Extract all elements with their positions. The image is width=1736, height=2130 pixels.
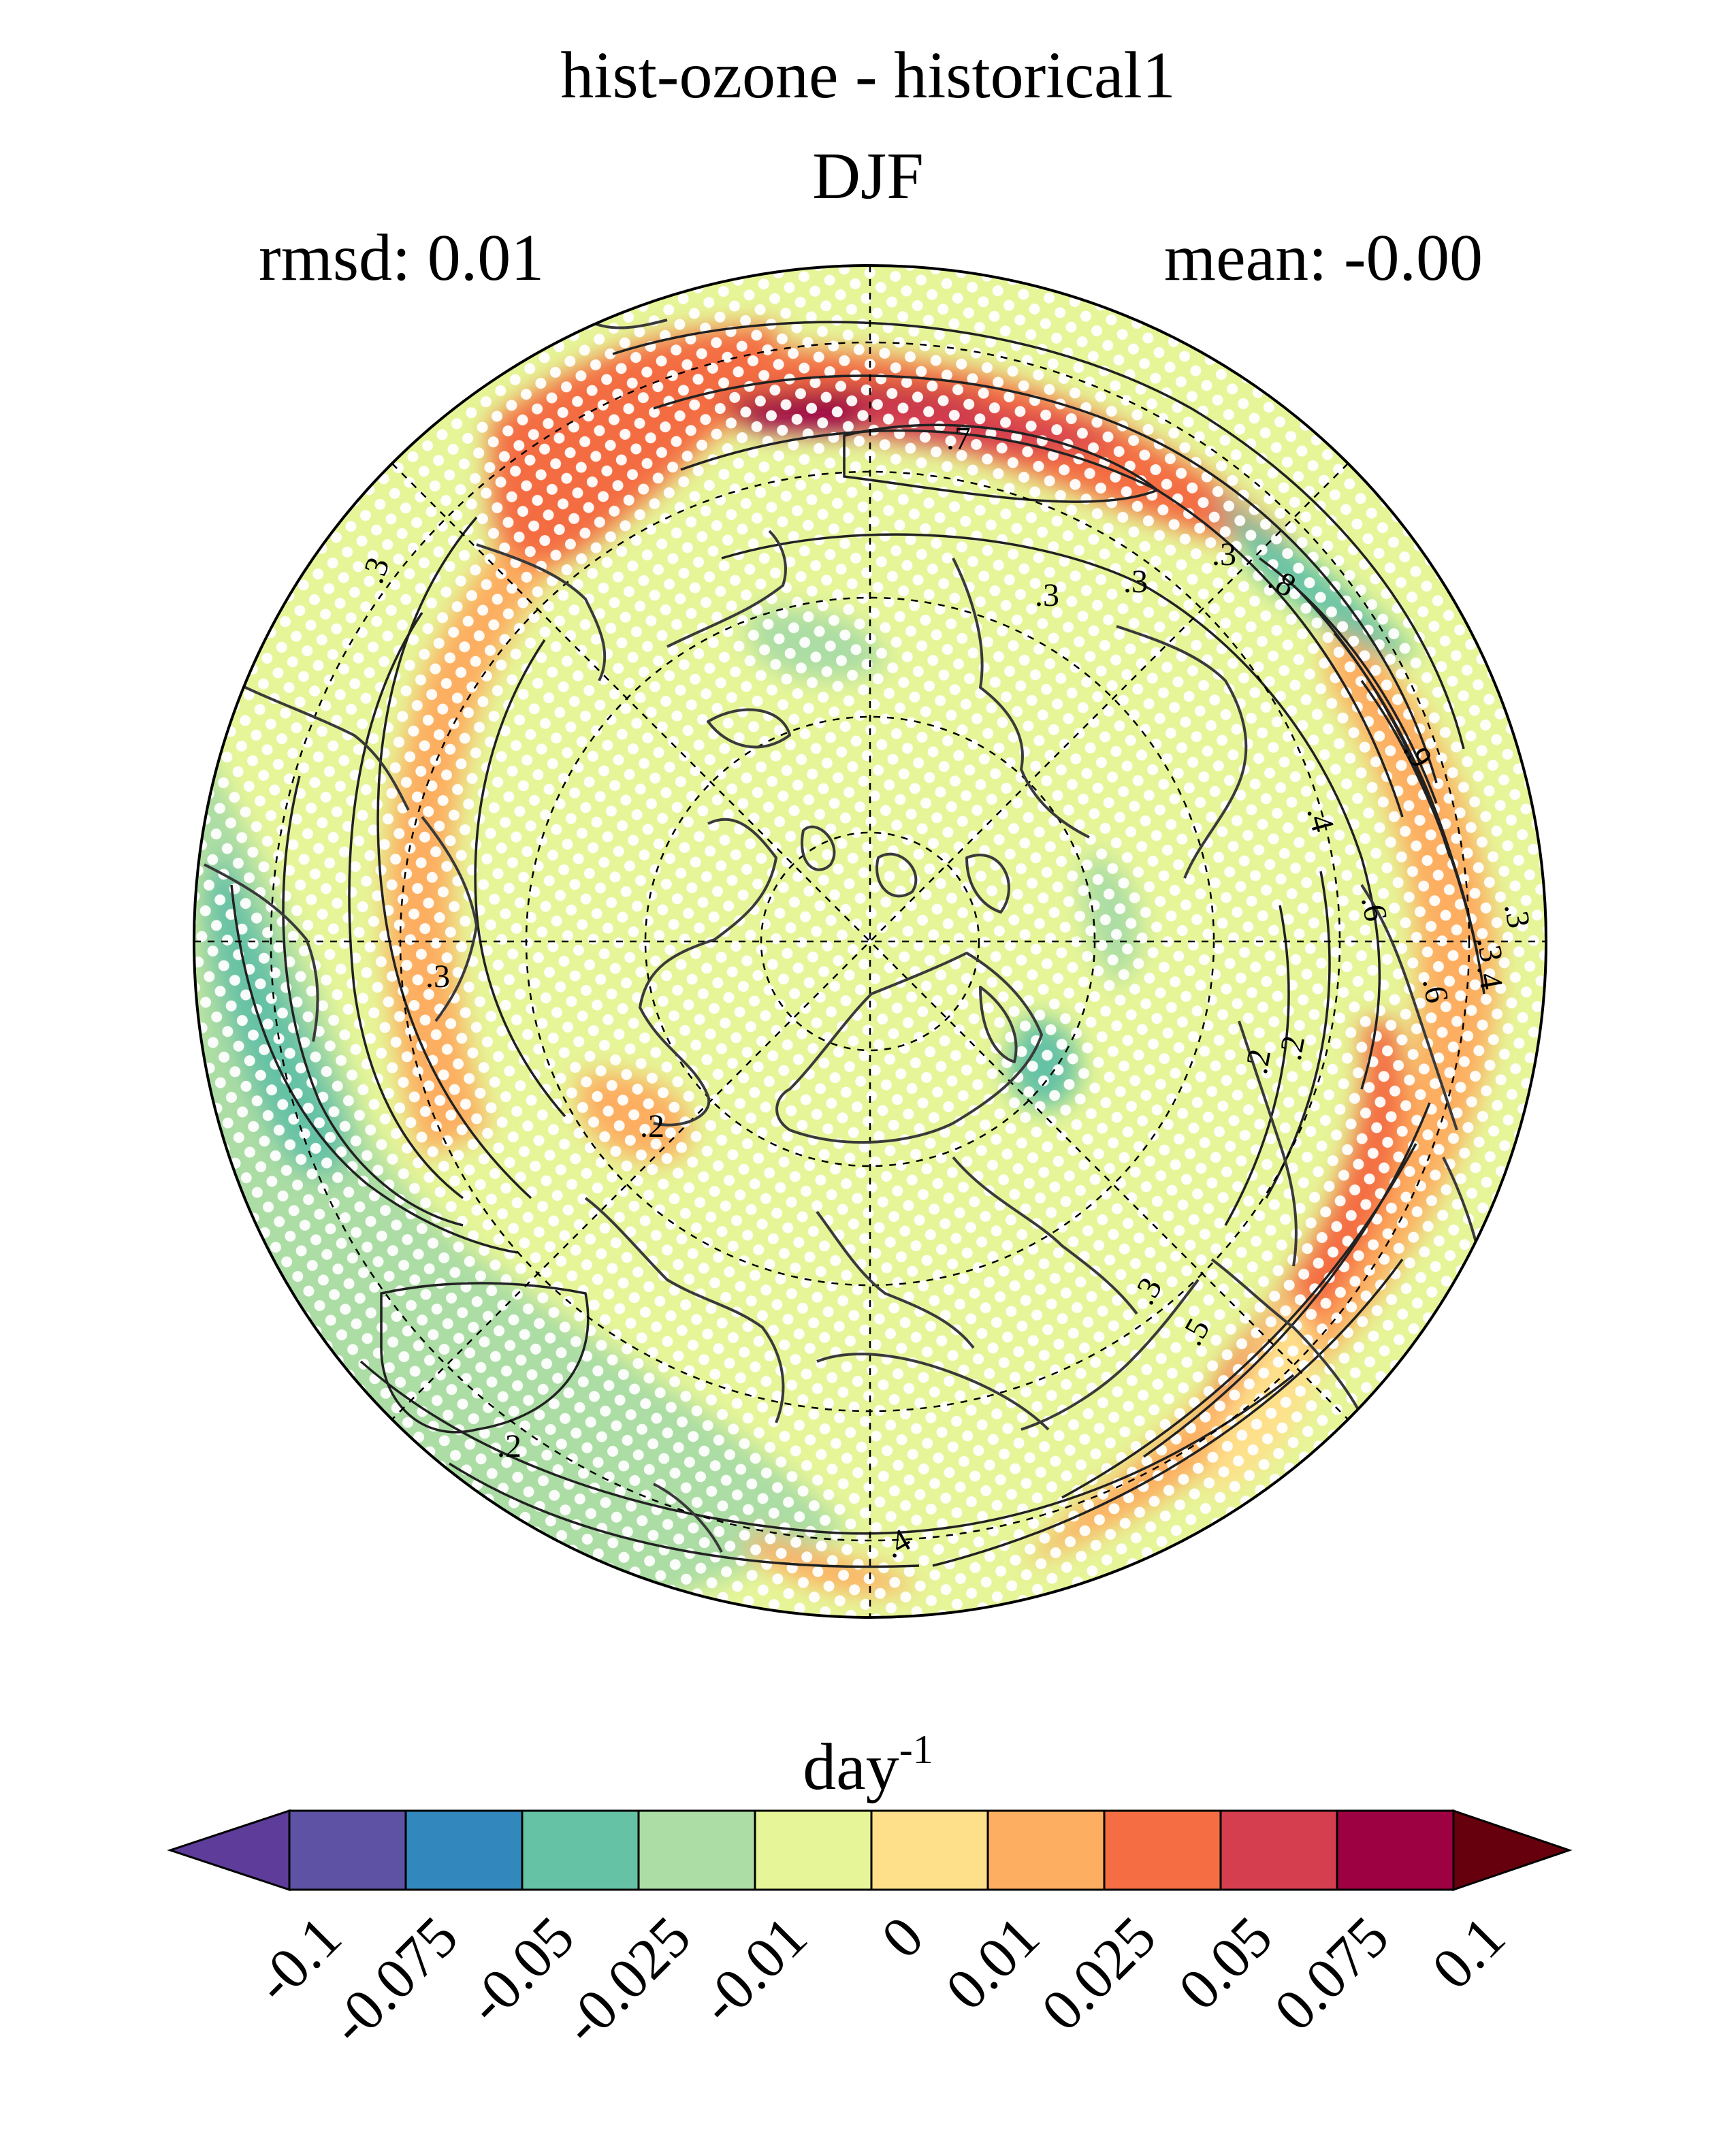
- colorbar-tick-label: 0.025: [1029, 1903, 1168, 2044]
- contour-label: .3: [425, 958, 450, 995]
- colorbar-tick-label: -0.025: [549, 1903, 703, 2057]
- units-exponent: -1: [899, 1727, 933, 1772]
- colorbar-swatch: [870, 1809, 989, 1891]
- map-field: .3 .3 .7 .3 .3 .8 .9 .4 .6 .3 .3 .4 .6 .…: [194, 265, 1546, 1617]
- colorbar-tick-label: 0.05: [1166, 1903, 1285, 2022]
- contour-label: .2: [640, 1108, 664, 1144]
- colorbar-tick-label: 0.1: [1419, 1903, 1517, 2002]
- colorbar-tick-label: 0.075: [1261, 1903, 1401, 2044]
- colorbar-swatch: [1219, 1809, 1338, 1891]
- graticule: [194, 265, 1546, 1617]
- colorbar-tick-label: -0.01: [686, 1903, 820, 2037]
- colorbar-tick-label: 0.01: [933, 1903, 1052, 2022]
- map-boundary: [193, 264, 1547, 1619]
- units-base: day: [803, 1730, 899, 1804]
- colorbar-swatch: [986, 1809, 1106, 1891]
- colorbar-swatch: [1103, 1809, 1222, 1891]
- rmsd-label: rmsd: 0.01: [259, 221, 545, 295]
- polar-map: .3 .3 .7 .3 .3 .8 .9 .4 .6 .3 .3 .4 .6 .…: [193, 264, 1547, 1619]
- mean-label: mean: -0.00: [1163, 221, 1483, 295]
- colorbar-swatch: [1336, 1809, 1455, 1891]
- contour-lines: [230, 321, 1485, 1568]
- title-season: DJF: [812, 140, 924, 213]
- contour-label: .3: [1212, 536, 1236, 572]
- contour-label: .7: [946, 421, 971, 457]
- colorbar-tick-label: 0: [869, 1903, 936, 1971]
- colorbar-extend-high: [1452, 1809, 1573, 1892]
- colorbar-swatch: [637, 1809, 756, 1891]
- colorbar-extend-low: [167, 1809, 291, 1892]
- colorbar: [167, 1809, 1573, 1892]
- colorbar-swatch: [404, 1809, 524, 1891]
- contour-label: .2: [497, 1428, 521, 1464]
- contour-label: .3: [1035, 577, 1059, 613]
- colorbar-tick-label: -0.075: [317, 1903, 470, 2057]
- colorbar-swatch: [754, 1809, 873, 1891]
- colorbar-swatch: [288, 1809, 407, 1891]
- colorbar-swatch: [521, 1809, 640, 1891]
- title-line-1: hist-ozone - historical1: [560, 39, 1176, 112]
- contour-label: .3: [1123, 564, 1148, 600]
- colorbar-units: day-1: [0, 1729, 1736, 1801]
